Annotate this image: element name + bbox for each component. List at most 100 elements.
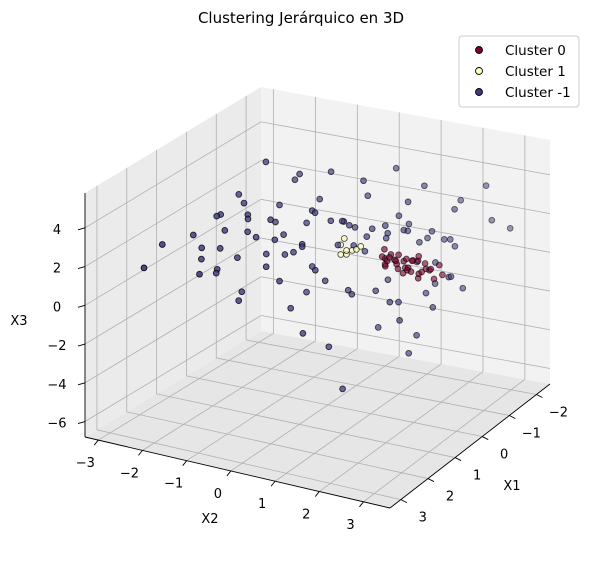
point-cluster-neg1	[262, 263, 270, 271]
x3-tick-mark	[77, 227, 86, 231]
point-cluster-neg1	[213, 212, 221, 220]
point-cluster-neg1	[235, 297, 243, 304]
x3-tick-label: 0	[53, 300, 61, 315]
point-cluster-neg1	[405, 349, 413, 357]
point-cluster-neg1	[405, 220, 413, 228]
point-cluster-neg1	[339, 385, 346, 393]
x1-tick-mark	[482, 436, 489, 440]
point-cluster-0	[403, 255, 410, 263]
point-cluster-neg1	[344, 286, 352, 294]
x1-tick-label: 0	[500, 448, 508, 463]
point-cluster-neg1	[372, 287, 380, 295]
point-cluster-neg1	[198, 244, 206, 252]
point-cluster-neg1	[429, 304, 437, 311]
grid-line-x1-floor	[96, 429, 401, 500]
point-cluster-neg1	[428, 227, 436, 235]
grid-lines	[84, 89, 551, 503]
point-cluster-neg1	[311, 209, 319, 217]
grid-line-x1-floor	[246, 339, 537, 395]
x1-tick-mark	[536, 394, 543, 398]
x1-tick-label: −2	[549, 406, 568, 421]
x2-tick-mark	[182, 460, 188, 466]
x2-tick-mark	[314, 491, 320, 497]
point-cluster-neg1	[276, 201, 283, 209]
legend-label-cluster-0: Cluster 0	[505, 43, 566, 59]
point-cluster-neg1	[303, 288, 310, 296]
point-cluster-neg1	[338, 217, 346, 225]
point-cluster-neg1	[296, 170, 303, 178]
x3-tick-label: 2	[53, 262, 61, 277]
legend-marker-cluster-1	[475, 67, 483, 75]
y-axis-label: X2	[201, 512, 218, 527]
point-cluster-neg1	[240, 199, 248, 207]
x1-tick-label: 1	[473, 469, 481, 484]
axis-ticks: −3 −2 −1 0 1 2 3 −2 −1 0 1 2 3 −6 −4 −2 0 2 4	[47, 223, 568, 533]
x1-axis-line	[389, 383, 551, 509]
grid-line-z-wall1	[260, 198, 551, 253]
x2-tick-mark	[138, 450, 143, 456]
point-cluster-1	[343, 247, 350, 254]
x1-tick-mark	[509, 415, 516, 419]
point-cluster-neg1	[459, 284, 467, 292]
point-cluster-neg1	[221, 227, 229, 234]
point-cluster-neg1	[395, 212, 403, 220]
point-cluster-neg1	[506, 224, 514, 232]
point-cluster-neg1	[299, 330, 307, 337]
x2-axis-line	[84, 436, 391, 509]
x2-tick-label: −3	[76, 456, 95, 471]
point-cluster-neg1	[413, 331, 420, 339]
point-cluster-0	[408, 257, 416, 265]
point-cluster-neg1	[447, 273, 455, 280]
point-cluster-neg1	[488, 216, 496, 224]
point-cluster-0	[378, 253, 386, 260]
point-cluster-neg1	[234, 254, 241, 261]
point-cluster-neg1	[262, 250, 270, 258]
point-cluster-neg1	[416, 238, 423, 246]
point-cluster-neg1	[327, 217, 335, 225]
point-cluster-neg1	[280, 231, 287, 238]
point-cluster-neg1	[238, 288, 246, 296]
point-cluster-neg1	[451, 242, 459, 250]
x2-tick-label: 2	[302, 508, 310, 523]
x3-tick-label: 4	[53, 223, 61, 238]
grid-line-z-wall2	[84, 315, 262, 422]
point-cluster-neg1	[327, 168, 335, 176]
point-cluster-neg1	[364, 192, 372, 200]
x2-tick-label: −2	[120, 466, 139, 481]
point-cluster-neg1	[325, 343, 333, 351]
grid-line-z-wall2	[84, 121, 262, 229]
axis-edges	[84, 193, 551, 509]
point-cluster-neg1	[404, 198, 412, 206]
point-cluster-neg1	[374, 324, 382, 331]
point-cluster-neg1	[395, 298, 402, 306]
grid-line-x2-floor	[142, 340, 316, 451]
legend: Cluster 0 Cluster 1 Cluster -1	[458, 35, 580, 108]
point-cluster-neg1	[244, 228, 251, 236]
grid-line-x2-floor	[319, 371, 484, 492]
legend-label-cluster-neg1: Cluster -1	[505, 85, 571, 101]
data-points	[140, 158, 514, 393]
point-cluster-1	[337, 251, 345, 258]
point-cluster-neg1	[212, 269, 220, 277]
point-cluster-neg1	[287, 304, 295, 312]
grid-line-x1-floor	[126, 411, 429, 479]
point-cluster-neg1	[392, 164, 400, 172]
point-cluster-neg1	[396, 317, 403, 324]
grid-line-x1-floor	[186, 375, 483, 437]
legend-marker-cluster-neg1	[475, 88, 483, 96]
x2-tick-label: 1	[258, 497, 266, 512]
point-cluster-neg1	[235, 191, 243, 198]
grid-line-z-wall1	[260, 276, 551, 331]
x1-tick-label: 3	[419, 511, 427, 526]
point-cluster-neg1	[360, 177, 367, 185]
grid-line-z-wall2	[84, 237, 262, 345]
x3-tick-label: −4	[47, 378, 66, 393]
back-wall-x2	[85, 87, 261, 437]
point-cluster-neg1	[363, 233, 371, 240]
point-cluster-neg1	[345, 221, 353, 229]
point-cluster-0	[415, 252, 423, 260]
axis-panes	[85, 87, 550, 508]
point-cluster-neg1	[381, 222, 389, 229]
point-cluster-neg1	[431, 280, 439, 287]
point-cluster-neg1	[424, 234, 431, 242]
